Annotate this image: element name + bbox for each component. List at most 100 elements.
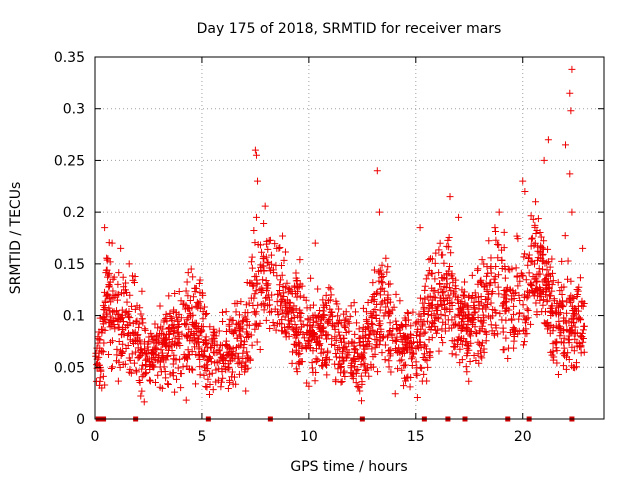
data-point xyxy=(547,304,555,312)
data-point xyxy=(529,215,537,223)
data-point xyxy=(577,315,585,323)
data-point xyxy=(358,397,366,405)
data-point xyxy=(380,287,388,295)
data-point xyxy=(296,340,304,348)
data-point xyxy=(579,302,587,310)
data-point xyxy=(540,156,548,164)
data-point xyxy=(562,365,570,373)
data-point xyxy=(419,354,427,362)
data-point xyxy=(395,348,403,356)
data-point xyxy=(424,307,432,315)
data-point xyxy=(164,381,172,389)
data-point xyxy=(560,334,568,342)
data-point xyxy=(235,370,243,378)
data-point xyxy=(404,373,412,381)
data-point xyxy=(564,349,572,357)
data-point xyxy=(566,170,574,178)
data-point xyxy=(546,292,554,300)
data-point xyxy=(214,365,222,373)
data-point xyxy=(391,390,399,398)
data-point xyxy=(524,314,532,322)
data-point xyxy=(448,350,456,358)
data-point xyxy=(539,278,547,286)
data-point xyxy=(409,308,417,316)
data-point xyxy=(165,324,173,332)
data-point xyxy=(282,333,290,341)
data-point xyxy=(540,237,548,245)
data-point xyxy=(206,323,214,331)
data-point xyxy=(510,332,518,340)
data-point xyxy=(441,327,449,335)
data-point xyxy=(452,276,460,284)
data-point xyxy=(243,348,251,356)
data-point xyxy=(131,336,139,344)
data-point xyxy=(353,319,361,327)
data-point xyxy=(475,340,483,348)
data-point xyxy=(133,317,141,325)
data-point xyxy=(399,345,407,353)
data-point xyxy=(463,338,471,346)
data-point xyxy=(530,241,538,249)
data-point xyxy=(382,303,390,311)
data-point xyxy=(540,319,548,327)
data-point xyxy=(451,342,459,350)
data-point xyxy=(305,337,313,345)
data-point xyxy=(555,310,563,318)
data-point xyxy=(199,351,207,359)
data-point xyxy=(118,311,126,319)
data-point xyxy=(336,354,344,362)
data-point xyxy=(317,327,325,335)
data-point xyxy=(215,347,223,355)
data-point xyxy=(523,294,531,302)
data-point xyxy=(274,311,282,319)
data-point xyxy=(141,345,149,353)
data-point xyxy=(510,310,518,318)
data-point xyxy=(121,286,129,294)
data-point xyxy=(278,306,286,314)
data-point xyxy=(463,368,471,376)
data-point xyxy=(415,344,423,352)
data-point xyxy=(421,355,429,363)
data-point xyxy=(245,321,253,329)
data-point xyxy=(319,356,327,364)
data-point xyxy=(259,262,267,270)
data-point xyxy=(287,317,295,325)
data-point xyxy=(293,288,301,296)
data-point xyxy=(389,336,397,344)
data-point xyxy=(312,338,320,346)
data-point xyxy=(465,310,473,318)
data-point xyxy=(446,193,454,201)
data-point xyxy=(561,232,569,240)
data-point xyxy=(466,327,474,335)
data-point xyxy=(520,312,528,320)
data-point xyxy=(173,342,181,350)
data-point xyxy=(477,352,485,360)
data-point xyxy=(204,375,212,383)
data-point xyxy=(138,361,146,369)
data-point xyxy=(568,65,576,73)
data-point xyxy=(462,363,470,371)
data-point xyxy=(369,363,377,371)
data-point xyxy=(459,323,467,331)
data-point xyxy=(117,351,125,359)
data-point xyxy=(421,342,429,350)
data-point xyxy=(425,256,433,264)
data-point xyxy=(451,313,459,321)
data-point xyxy=(300,334,308,342)
data-point xyxy=(546,263,554,271)
data-point xyxy=(331,325,339,333)
data-point xyxy=(234,353,242,361)
data-point xyxy=(533,308,541,316)
data-point xyxy=(236,311,244,319)
data-point xyxy=(199,315,207,323)
data-point xyxy=(439,318,447,326)
data-point xyxy=(129,272,137,280)
data-point xyxy=(519,177,527,185)
data-point xyxy=(453,336,461,344)
data-point xyxy=(408,344,416,352)
data-point xyxy=(285,284,293,292)
data-point xyxy=(350,362,358,370)
data-point xyxy=(478,325,486,333)
data-point xyxy=(184,305,192,313)
data-point xyxy=(92,352,100,360)
